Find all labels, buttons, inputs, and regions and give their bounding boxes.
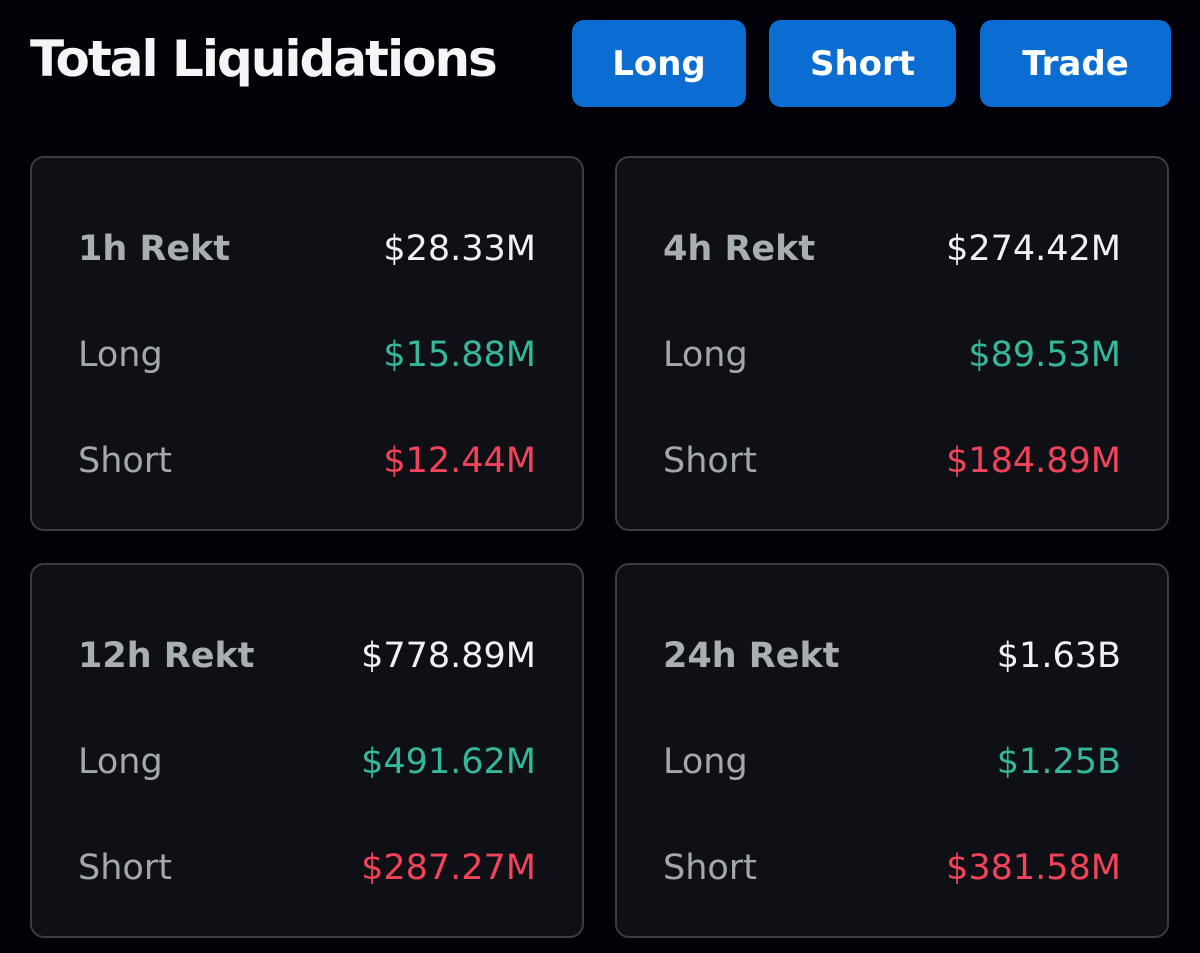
stat-row: 1h Rekt $28.33M: [78, 224, 536, 274]
stat-label: Long: [663, 335, 748, 375]
stat-value: $15.88M: [383, 335, 536, 375]
stat-value: $1.25B: [996, 742, 1121, 782]
stat-value: $274.42M: [946, 229, 1121, 269]
stat-label: Short: [78, 441, 172, 481]
stat-row: Long $15.88M: [78, 330, 536, 380]
stat-card: 1h Rekt $28.33M Long $15.88M Short $12.44M: [30, 156, 584, 531]
trade-button[interactable]: Trade: [980, 20, 1171, 107]
stat-value: $184.89M: [946, 441, 1121, 481]
stat-card: 24h Rekt $1.63B Long $1.25B Short $381.58M: [615, 563, 1169, 938]
stat-value: $1.63B: [996, 636, 1121, 676]
stat-value: $12.44M: [383, 441, 536, 481]
stat-value: $89.53M: [968, 335, 1121, 375]
stat-label: 1h Rekt: [78, 229, 231, 269]
stat-row: Long $89.53M: [663, 330, 1121, 380]
stat-label: Long: [78, 335, 163, 375]
stat-row: 24h Rekt $1.63B: [663, 631, 1121, 681]
stat-row: 12h Rekt $778.89M: [78, 631, 536, 681]
stat-value: $287.27M: [361, 848, 536, 888]
stat-card: 12h Rekt $778.89M Long $491.62M Short $287.27…: [30, 563, 584, 938]
stat-row: Short $12.44M: [78, 436, 536, 486]
long-button[interactable]: Long: [572, 20, 746, 107]
stat-row: Short $184.89M: [663, 436, 1121, 486]
stat-row: Long $1.25B: [663, 737, 1121, 787]
stat-label: Long: [78, 742, 163, 782]
stat-label: Short: [663, 848, 757, 888]
short-button[interactable]: Short: [769, 20, 956, 107]
stat-row: Long $491.62M: [78, 737, 536, 787]
stat-row: Short $287.27M: [78, 843, 536, 893]
stat-card: 4h Rekt $274.42M Long $89.53M Short $184.89M: [615, 156, 1169, 531]
stat-label: 12h Rekt: [78, 636, 255, 676]
stat-label: 4h Rekt: [663, 229, 816, 269]
stat-label: Short: [663, 441, 757, 481]
stat-row: Short $381.58M: [663, 843, 1121, 893]
page-title: Total Liquidations: [30, 30, 498, 88]
stat-label: Long: [663, 742, 748, 782]
stat-row: 4h Rekt $274.42M: [663, 224, 1121, 274]
stat-value: $28.33M: [383, 229, 536, 269]
stat-label: 24h Rekt: [663, 636, 840, 676]
stat-value: $381.58M: [946, 848, 1121, 888]
stat-label: Short: [78, 848, 172, 888]
stat-value: $491.62M: [361, 742, 536, 782]
stat-value: $778.89M: [361, 636, 536, 676]
